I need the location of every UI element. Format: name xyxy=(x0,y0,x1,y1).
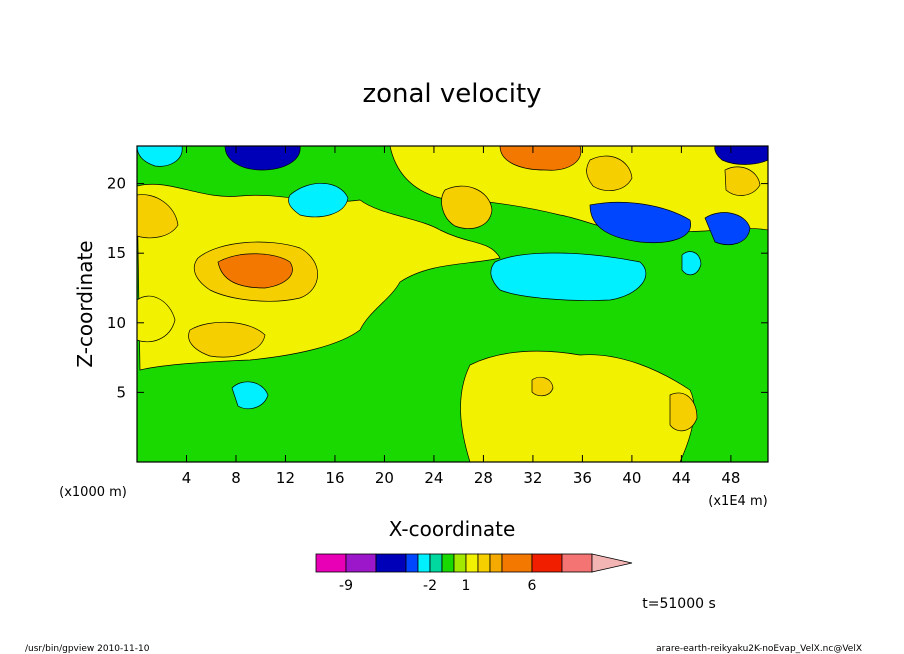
chart-title: zonal velocity xyxy=(362,79,541,109)
orange-top-center-blob xyxy=(499,146,582,171)
x-tick-label: 36 xyxy=(573,469,592,487)
blue-right-region xyxy=(589,201,691,243)
colorbar xyxy=(315,553,633,573)
colorbar-box xyxy=(477,553,491,573)
y-tick-label: 5 xyxy=(116,383,126,401)
cyan-lower-right-blob xyxy=(681,251,702,276)
blue-right-edge-blob xyxy=(704,212,751,245)
x-tick-label: 8 xyxy=(231,469,241,487)
footer-right: arare-earth-reikyaku2K-noEvap_VelX.nc@Ve… xyxy=(656,644,862,654)
orange-mid-left-blob xyxy=(188,321,266,358)
x-tick-label: 28 xyxy=(474,469,493,487)
orange-right-blob xyxy=(586,155,633,192)
cyan-right-region xyxy=(490,252,647,301)
time-label: t=51000 s xyxy=(642,596,716,612)
y-axis-ticks: 5 10 15 20 xyxy=(107,175,768,401)
x-axis-title: X-coordinate xyxy=(389,517,516,541)
orange-upper-left-core xyxy=(217,253,293,289)
orange-far-right-blob xyxy=(724,166,761,196)
colorbar-labels: -9 -2 1 6 xyxy=(339,578,537,594)
contour-field xyxy=(137,146,768,462)
orange-far-left-blob xyxy=(137,194,179,239)
x-tick-label: 12 xyxy=(276,469,295,487)
colorbar-box xyxy=(429,553,443,573)
colorbar-label: 1 xyxy=(462,578,471,594)
colorbar-box xyxy=(489,553,503,573)
x-tick-label: 16 xyxy=(325,469,344,487)
x-tick-label: 44 xyxy=(672,469,691,487)
x-tick-label: 40 xyxy=(622,469,641,487)
colorbar-box xyxy=(417,553,431,573)
colorbar-box xyxy=(531,553,563,573)
colorbar-box xyxy=(465,553,479,573)
cyan-top-left-blob xyxy=(137,146,183,167)
x-tick-label: 32 xyxy=(523,469,542,487)
colorbar-arrow xyxy=(591,553,633,573)
y-tick-label: 10 xyxy=(107,314,126,332)
x-tick-label: 24 xyxy=(424,469,443,487)
colorbar-box xyxy=(375,553,407,573)
yellow-lower-right-region xyxy=(460,350,695,462)
y-tick-label: 20 xyxy=(107,175,126,193)
footer-left: /usr/bin/gpview 2010-11-10 xyxy=(25,644,150,654)
orange-center-blob xyxy=(441,185,493,229)
cyan-lower-left-blob xyxy=(231,381,269,409)
colorbar-box xyxy=(315,553,347,573)
x-axis-ticks: 4 8 12 16 20 24 28 32 36 40 44 48 xyxy=(182,146,740,487)
colorbar-box xyxy=(501,553,533,573)
plot-frame xyxy=(136,145,769,463)
cyan-mid-blob xyxy=(288,182,349,218)
colorbar-label: -9 xyxy=(339,578,353,594)
colorbar-box xyxy=(345,553,377,573)
x-tick-label: 4 xyxy=(182,469,192,487)
colorbar-box xyxy=(561,553,593,573)
x-scale-note: (x1E4 m) xyxy=(708,494,767,509)
colorbar-label: -2 xyxy=(423,578,437,594)
y-tick-label: 15 xyxy=(107,244,126,262)
yellow-left-patch xyxy=(137,295,176,343)
colorbar-box xyxy=(405,553,419,573)
colorbar-box xyxy=(453,553,467,573)
orange-small-lower-blob xyxy=(531,376,554,397)
colorbar-box xyxy=(441,553,455,573)
orange-lower-right-blob xyxy=(669,392,698,432)
x-tick-label: 20 xyxy=(375,469,394,487)
y-scale-note: (x1000 m) xyxy=(59,485,127,500)
y-axis-title: Z-coordinate xyxy=(73,240,97,367)
blue-top-blob xyxy=(224,146,301,171)
colorbar-label: 6 xyxy=(528,578,537,594)
blue-top-right-blob xyxy=(714,146,768,165)
x-tick-label: 48 xyxy=(721,469,740,487)
